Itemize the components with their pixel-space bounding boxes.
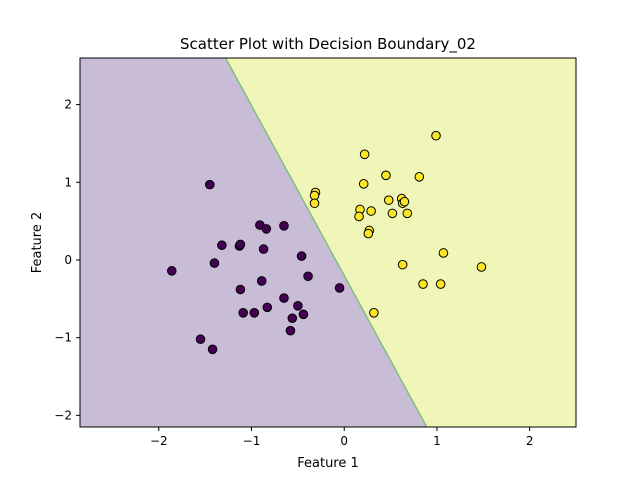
data-point-class-1	[358, 179, 369, 189]
data-point-class-0	[285, 325, 296, 336]
data-point-class-0	[262, 302, 273, 313]
data-point-class-0	[207, 344, 218, 355]
data-point-class-1	[438, 248, 449, 258]
data-point-class-0	[209, 258, 220, 268]
data-point-class-0	[303, 271, 313, 282]
data-point-class-0	[195, 334, 206, 345]
data-point-class-0	[279, 293, 289, 303]
x-tick-label: 1	[433, 434, 441, 448]
region-class-0	[80, 58, 427, 427]
data-point-class-0	[235, 239, 246, 250]
data-point-class-0	[238, 308, 248, 318]
data-point-class-1	[414, 172, 425, 182]
x-tick-label: −2	[150, 434, 168, 448]
y-tick-label: 2	[64, 98, 72, 112]
x-axis-label: Feature 1	[297, 456, 359, 471]
y-tick-label: 1	[64, 175, 72, 189]
data-point-class-1	[476, 262, 487, 272]
data-point-class-1	[381, 170, 391, 181]
data-point-class-1	[383, 195, 394, 205]
data-point-class-1	[399, 196, 410, 207]
data-point-class-1	[435, 279, 446, 289]
data-point-class-1	[397, 259, 408, 270]
data-point-class-0	[256, 276, 267, 286]
data-point-class-1	[366, 206, 376, 216]
x-tick-label: 2	[526, 434, 534, 448]
data-point-class-0	[296, 251, 307, 261]
data-point-class-1	[363, 228, 374, 239]
data-point-class-1	[309, 198, 320, 209]
data-point-class-1	[431, 130, 441, 141]
y-tick-label: −1	[54, 331, 72, 345]
data-point-class-0	[287, 313, 298, 324]
data-point-class-1	[369, 308, 379, 318]
x-tick-label: −1	[243, 434, 261, 448]
data-point-class-0	[298, 309, 309, 320]
x-axis-ticks: −2 −1 0 1 2	[150, 427, 534, 448]
data-point-class-1	[418, 279, 428, 289]
y-tick-label: 0	[64, 253, 72, 267]
data-point-class-0	[334, 283, 345, 293]
data-point-class-0	[235, 284, 246, 295]
data-point-class-0	[258, 244, 269, 254]
data-point-class-0	[261, 224, 272, 234]
data-point-class-1	[387, 208, 398, 219]
data-point-class-1	[402, 208, 413, 219]
decision-boundary-line	[224, 57, 428, 428]
y-tick-label: −2	[54, 408, 72, 422]
chart-title: Scatter Plot with Decision Boundary_02	[180, 35, 476, 54]
data-point-class-0	[293, 301, 303, 311]
data-point-class-1	[354, 211, 364, 222]
decision-regions	[80, 57, 576, 428]
scatter-points	[166, 130, 487, 355]
data-point-class-0	[279, 220, 289, 231]
data-point-class-0	[204, 179, 215, 190]
data-point-class-0	[166, 266, 177, 276]
data-point-class-1	[359, 149, 370, 160]
x-tick-label: 0	[340, 434, 348, 448]
data-point-class-0	[249, 308, 260, 318]
data-point-class-0	[217, 240, 227, 251]
plot-frame	[79, 57, 577, 428]
y-axis-label: Feature 2	[30, 212, 45, 274]
y-axis-ticks: −2 −1 0 1 2	[54, 98, 80, 422]
